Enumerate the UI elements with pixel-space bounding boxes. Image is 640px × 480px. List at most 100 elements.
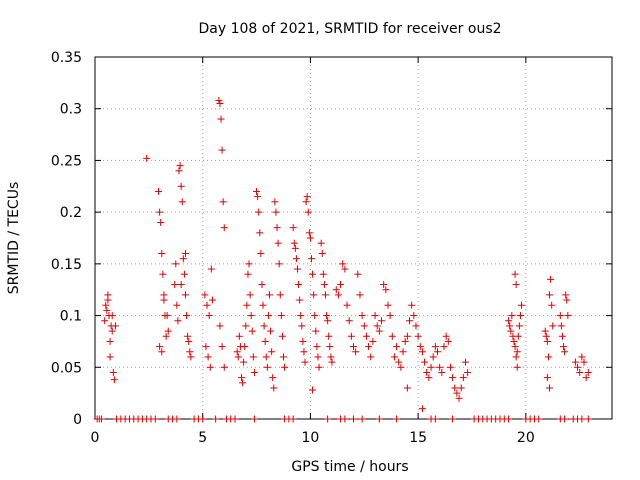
data-point (265, 291, 273, 299)
data-point (241, 343, 249, 351)
data-point (434, 348, 442, 356)
data-point (584, 368, 592, 376)
x-tick-label: 10 (302, 430, 320, 446)
data-point (341, 265, 349, 273)
data-point (156, 343, 164, 351)
data-point (401, 337, 409, 345)
data-point (235, 332, 243, 340)
data-point (261, 337, 269, 345)
data-point (216, 322, 224, 330)
data-point (256, 229, 264, 237)
data-point (297, 312, 305, 320)
data-point (304, 208, 312, 216)
data-point (307, 255, 315, 263)
data-point (513, 348, 521, 356)
data-point (303, 193, 311, 201)
data-point (375, 327, 383, 335)
data-point (174, 317, 182, 325)
data-point (408, 301, 416, 309)
data-point (380, 281, 388, 289)
data-point (262, 353, 270, 361)
data-point (561, 348, 569, 356)
data-point (212, 415, 220, 423)
data-point (558, 332, 566, 340)
data-point (244, 270, 252, 278)
data-point (511, 343, 519, 351)
data-point (289, 224, 297, 232)
y-tick-label: 0.1 (60, 309, 82, 325)
data-point (183, 312, 191, 320)
data-point (110, 376, 118, 384)
data-point (549, 322, 557, 330)
data-point (350, 415, 357, 423)
data-point (578, 415, 586, 423)
data-point (276, 291, 284, 299)
y-tick-label: 0.35 (51, 50, 82, 66)
data-point (173, 301, 181, 309)
data-point (360, 322, 368, 330)
data-point (234, 353, 242, 361)
data-point (320, 281, 328, 289)
data-point (347, 332, 355, 340)
data-point (373, 322, 381, 330)
data-point (378, 317, 386, 325)
data-point (249, 353, 257, 361)
data-point (546, 384, 554, 392)
data-point (543, 337, 551, 345)
x-axis-label: GPS time / hours (291, 459, 408, 475)
data-point (429, 353, 437, 361)
data-point (414, 332, 422, 340)
data-point (418, 348, 426, 356)
data-point (557, 322, 565, 330)
data-point (584, 415, 592, 423)
data-point (184, 332, 192, 340)
data-point (325, 332, 333, 340)
data-point (258, 281, 266, 289)
data-point (431, 343, 439, 351)
data-point (309, 386, 317, 394)
data-point (535, 415, 543, 423)
data-point (271, 198, 279, 206)
data-point (312, 327, 320, 335)
data-point (462, 358, 470, 366)
data-point (544, 353, 552, 361)
data-point (264, 312, 272, 320)
data-point (382, 286, 390, 294)
data-point (327, 353, 335, 361)
data-point (215, 96, 223, 104)
data-point (254, 193, 262, 201)
data-point (277, 312, 285, 320)
data-point (516, 312, 524, 320)
y-tick-label: 0.3 (60, 102, 82, 118)
data-point (202, 343, 210, 351)
data-point (242, 322, 250, 330)
data-point (310, 291, 318, 299)
data-point (518, 301, 526, 309)
data-point (444, 337, 452, 345)
data-point (506, 322, 514, 330)
data-point (438, 368, 446, 376)
data-point (453, 389, 461, 397)
data-point (561, 415, 569, 423)
data-points (93, 96, 592, 423)
data-point (291, 244, 299, 252)
data-point (255, 208, 263, 216)
data-point (350, 343, 357, 351)
data-point (367, 353, 375, 361)
data-point (157, 218, 165, 226)
data-point (318, 250, 326, 258)
data-point (268, 348, 276, 356)
data-point (406, 317, 414, 325)
data-point (403, 384, 411, 392)
data-point (302, 198, 310, 206)
y-tick-label: 0.25 (51, 153, 82, 169)
data-point (543, 374, 551, 382)
data-point (272, 208, 280, 216)
data-point (511, 270, 519, 278)
data-point (309, 270, 317, 278)
data-point (181, 250, 189, 258)
data-point (393, 343, 401, 351)
data-point (386, 312, 394, 320)
data-point (334, 291, 342, 299)
data-point (314, 353, 322, 361)
